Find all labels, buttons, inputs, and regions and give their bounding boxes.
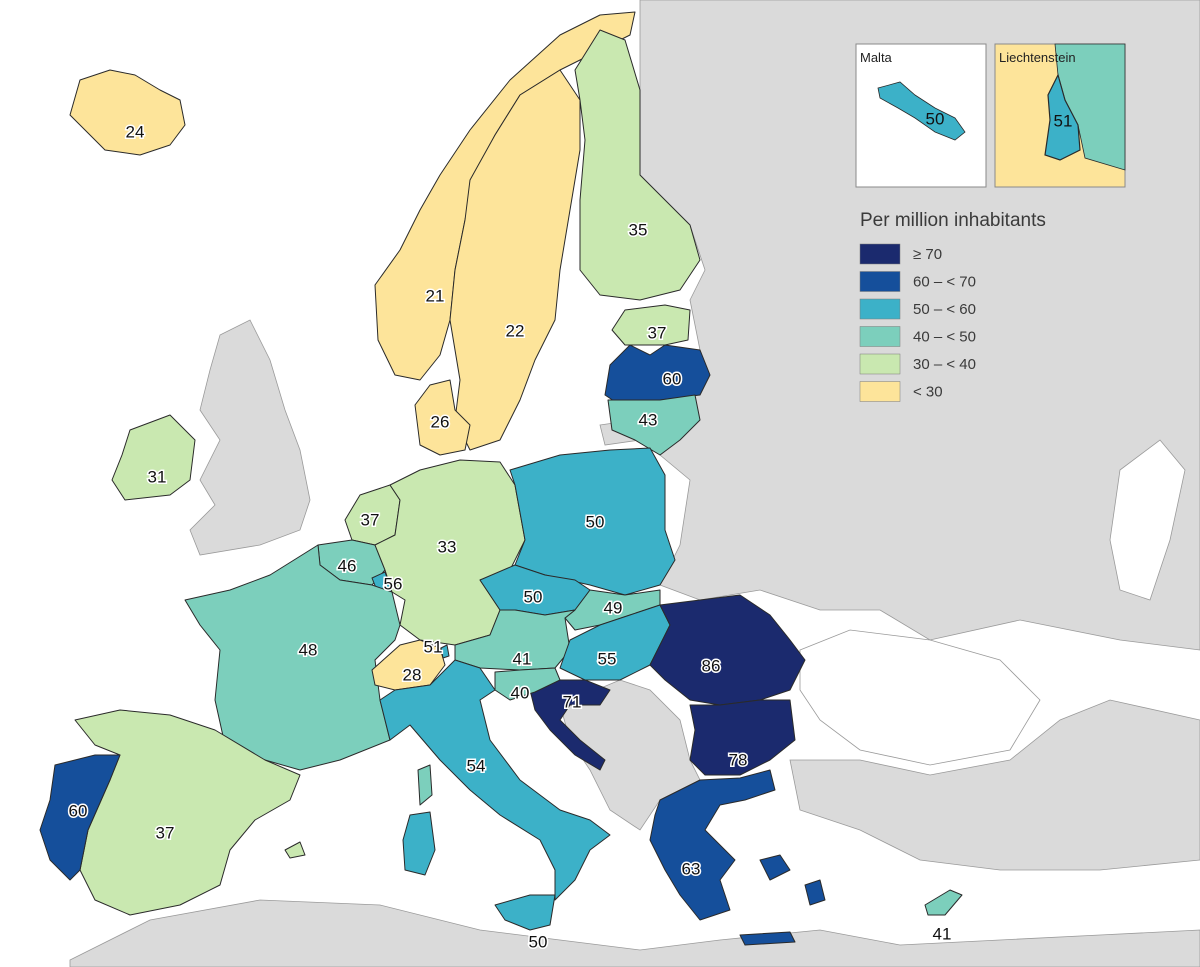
inset-liechtenstein-value: 51 (1054, 111, 1073, 130)
legend-label-3: 40 – < 50 (913, 328, 976, 345)
country-poland[interactable] (509, 447, 676, 596)
country-greece-crete[interactable] (739, 931, 796, 946)
inset-malta-title: Malta (860, 50, 893, 65)
legend-label-5: < 30 (913, 383, 943, 400)
legend-swatch-4 (859, 353, 901, 375)
legend-title: Per million inhabitants (860, 210, 1046, 231)
value-label-ireland: 31 (148, 467, 167, 486)
country-italy-sicily[interactable] (494, 894, 556, 931)
value-label-portugal: 60 (69, 801, 88, 820)
value-label-estonia: 37 (648, 323, 667, 342)
country-croatia[interactable] (529, 679, 611, 771)
value-label-lithuania: 43 (639, 410, 658, 429)
country-greece-islands[interactable] (759, 854, 826, 906)
country-lithuania[interactable] (607, 394, 701, 456)
value-label-hungary: 55 (598, 649, 617, 668)
legend-label-0: ≥ 70 (913, 246, 942, 263)
value-label-germany: 33 (438, 537, 457, 556)
inset-malta: Malta 50 (855, 43, 987, 188)
legend-label-1: 60 – < 70 (913, 273, 976, 290)
country-italy-sardinia[interactable] (402, 811, 436, 876)
value-label-czechia: 50 (524, 587, 543, 606)
country-cyprus[interactable] (924, 889, 963, 916)
country-denmark[interactable] (414, 379, 471, 456)
value-label-slovakia: 49 (604, 598, 623, 617)
value-label-luxembourg: 56 (384, 574, 403, 593)
country-romania[interactable] (649, 594, 806, 706)
value-label-sweden: 22 (506, 321, 525, 340)
value-label-denmark: 26 (431, 412, 450, 431)
value-label-italy: 54 (467, 756, 486, 775)
value-label-poland: 50 (586, 512, 605, 531)
value-label-netherlands: 37 (361, 510, 380, 529)
country-iceland[interactable] (69, 69, 186, 156)
country-estonia[interactable] (611, 304, 691, 346)
legend-label-4: 30 – < 40 (913, 356, 976, 373)
inset-liechtenstein-title: Liechtenstein (999, 50, 1076, 65)
country-italy[interactable] (379, 659, 611, 901)
value-label-austria: 41 (513, 649, 532, 668)
value-label-bulgaria: 78 (729, 750, 748, 769)
inset-liechtenstein: Liechtenstein 51 (994, 43, 1126, 188)
value-label-croatia: 71 (563, 692, 582, 711)
value-labels: 24 21 22 35 37 60 43 26 31 37 46 56 33 50 50 49 41 55 86 78… (67, 121, 953, 953)
value-label-malta: 50 (529, 932, 548, 951)
legend-swatch-5 (859, 381, 901, 402)
value-label-liechtenstein: 51 (424, 637, 443, 656)
value-label-switzerland: 28 (403, 665, 422, 684)
legend-swatch-0 (859, 243, 901, 265)
country-france-corsica[interactable] (417, 764, 433, 806)
legend-label-2: 50 – < 60 (913, 301, 976, 318)
legend-swatch-3 (859, 326, 901, 347)
eu-countries (39, 11, 963, 946)
country-ireland[interactable] (111, 414, 196, 501)
value-label-belgium: 46 (338, 556, 357, 575)
country-slovenia[interactable] (494, 667, 561, 701)
country-portugal[interactable] (39, 754, 121, 881)
value-label-cyprus: 41 (933, 924, 952, 943)
country-spain-balearic[interactable] (284, 841, 306, 859)
country-switzerland[interactable] (371, 639, 446, 691)
value-label-iceland: 24 (126, 122, 145, 141)
legend-swatch-2 (859, 298, 901, 320)
value-label-latvia: 60 (663, 369, 682, 388)
country-liechtenstein[interactable] (440, 644, 450, 659)
legend: Per million inhabitants ≥ 70 60 – < 70 50 … (859, 210, 1046, 402)
value-label-france: 48 (299, 640, 318, 659)
country-sweden[interactable] (449, 69, 581, 451)
value-label-norway: 21 (426, 286, 445, 305)
country-france[interactable] (184, 544, 401, 771)
legend-swatch-1 (859, 271, 901, 292)
value-label-greece: 63 (682, 859, 701, 878)
country-bulgaria[interactable] (689, 699, 796, 776)
value-label-spain: 37 (156, 823, 175, 842)
inset-malta-value: 50 (926, 109, 945, 128)
value-label-finland: 35 (629, 220, 648, 239)
inset-malta-island[interactable] (877, 81, 966, 141)
value-label-romania: 86 (702, 656, 721, 675)
country-finland[interactable] (574, 29, 701, 301)
country-greece[interactable] (649, 769, 776, 921)
value-label-slovenia: 40 (511, 683, 530, 702)
inset-liechtenstein-country[interactable] (1044, 73, 1081, 161)
